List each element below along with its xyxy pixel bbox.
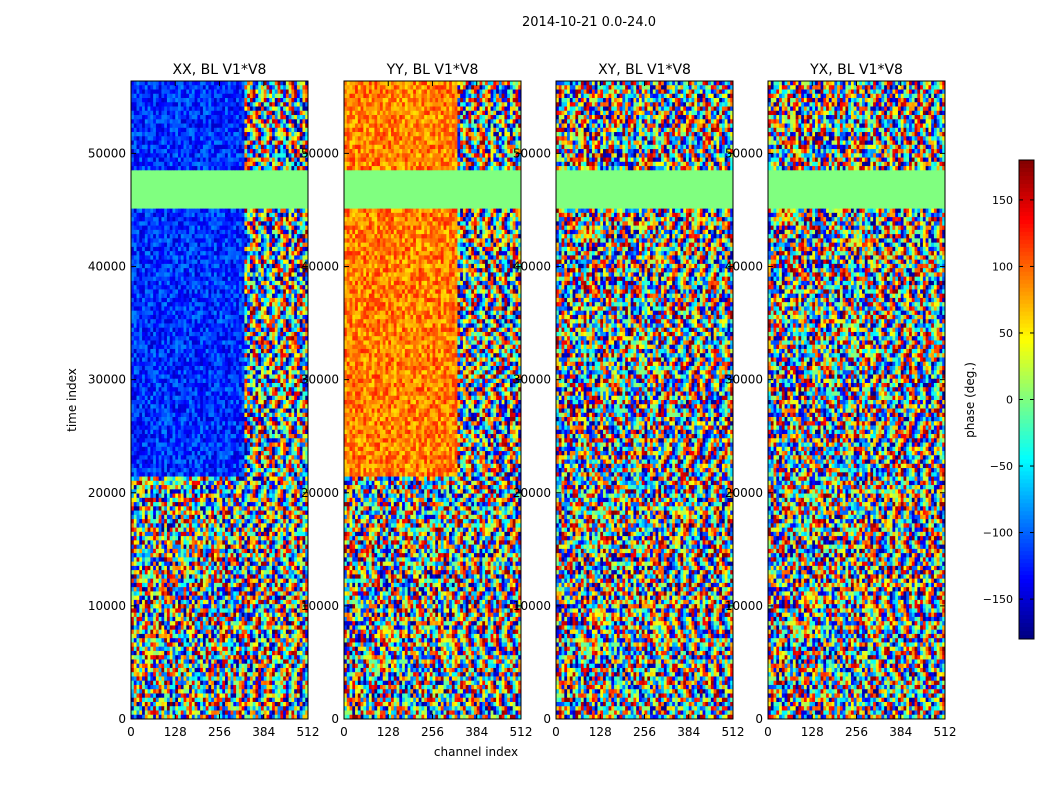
colorbar-gradient <box>1019 160 1034 640</box>
y-tick-label: 20000 <box>88 486 126 500</box>
x-tick-label: 128 <box>589 725 612 739</box>
colorbar-tick-label: −100 <box>983 527 1013 540</box>
colorbar-tick-label: −150 <box>983 593 1013 606</box>
panel-heatmap <box>344 81 522 720</box>
colorbar-tick-label: −50 <box>990 460 1013 473</box>
y-tick-label: 30000 <box>725 373 763 387</box>
panel-title: YX, BL V1*V8 <box>809 62 903 78</box>
panels-group: XX, BL V1*V8 0 128 256 384 512 0 10000 20000 3000… <box>65 62 956 759</box>
y-tick-label: 0 <box>755 712 763 726</box>
colorbar-tick-label: 100 <box>992 260 1013 273</box>
y-tick-label: 20000 <box>725 486 763 500</box>
y-tick-label: 30000 <box>301 373 339 387</box>
y-tick-label: 40000 <box>301 260 339 274</box>
figure-suptitle: 2014-10-21 0.0-24.0 <box>522 15 656 30</box>
x-tick-label: 512 <box>297 725 320 739</box>
panel-1: XX, BL V1*V8 0 128 256 384 512 0 10000 20000 3000… <box>88 62 320 739</box>
colorbar-tick-label: 150 <box>992 194 1013 207</box>
y-axis-label: time index <box>65 368 79 432</box>
x-tick-label: 384 <box>465 725 488 739</box>
panel-title: XX, BL V1*V8 <box>173 62 267 78</box>
colorbar-label: phase (deg.) <box>963 362 977 438</box>
x-axis-label: channel index <box>434 745 518 759</box>
panel-heatmap <box>556 81 734 720</box>
x-tick-label: 0 <box>552 725 560 739</box>
y-tick-label: 30000 <box>513 373 551 387</box>
y-tick-label: 0 <box>118 712 126 726</box>
x-tick-label: 512 <box>510 725 533 739</box>
y-tick-label: 50000 <box>513 146 551 160</box>
panel-heatmap <box>768 81 946 720</box>
x-tick-label: 0 <box>340 725 348 739</box>
x-tick-label: 384 <box>252 725 275 739</box>
x-tick-label: 256 <box>845 725 868 739</box>
colorbar: −150 −100 −50 0 50 100 150 phase (deg.) <box>963 159 1035 640</box>
y-tick-label: 10000 <box>725 599 763 613</box>
y-tick-label: 40000 <box>725 260 763 274</box>
y-tick-label: 20000 <box>301 486 339 500</box>
x-tick-label: 384 <box>889 725 912 739</box>
y-tick-label: 10000 <box>88 599 126 613</box>
y-tick-label: 40000 <box>88 260 126 274</box>
y-tick-label: 20000 <box>513 486 551 500</box>
colorbar-tick-label: 50 <box>999 327 1013 340</box>
x-tick-label: 128 <box>377 725 400 739</box>
x-tick-label: 256 <box>208 725 231 739</box>
panel-heatmap <box>131 81 309 720</box>
panel-title: YY, BL V1*V8 <box>386 62 479 78</box>
x-tick-label: 256 <box>633 725 656 739</box>
x-tick-label: 128 <box>164 725 187 739</box>
x-tick-label: 512 <box>722 725 745 739</box>
y-tick-label: 50000 <box>725 146 763 160</box>
y-tick-label: 50000 <box>88 146 126 160</box>
x-tick-label: 0 <box>127 725 135 739</box>
panel-4: YX, BL V1*V8 0 128 256 384 512 0 10000 20000 3000… <box>725 62 957 739</box>
colorbar-tick-label: 0 <box>1006 394 1013 407</box>
panel-2: YY, BL V1*V8 0 128 256 384 512 0 10000 20000 3000… <box>301 62 533 739</box>
y-tick-label: 10000 <box>301 599 339 613</box>
x-tick-label: 0 <box>764 725 772 739</box>
x-tick-label: 384 <box>677 725 700 739</box>
panel-3: XY, BL V1*V8 0 128 256 384 512 0 10000 20000 3000… <box>513 62 745 739</box>
x-tick-label: 256 <box>421 725 444 739</box>
y-tick-label: 30000 <box>88 373 126 387</box>
x-tick-label: 512 <box>934 725 957 739</box>
y-tick-label: 0 <box>331 712 339 726</box>
x-tick-label: 128 <box>801 725 824 739</box>
y-tick-label: 0 <box>543 712 551 726</box>
panel-title: XY, BL V1*V8 <box>598 62 691 78</box>
y-tick-label: 50000 <box>301 146 339 160</box>
y-tick-label: 40000 <box>513 260 551 274</box>
y-tick-label: 10000 <box>513 599 551 613</box>
